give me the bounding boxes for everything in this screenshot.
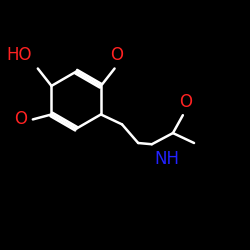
Text: HO: HO <box>6 46 32 64</box>
Text: O: O <box>110 46 124 64</box>
Text: NH: NH <box>154 150 179 168</box>
Text: O: O <box>179 94 192 112</box>
Text: O: O <box>14 110 27 128</box>
